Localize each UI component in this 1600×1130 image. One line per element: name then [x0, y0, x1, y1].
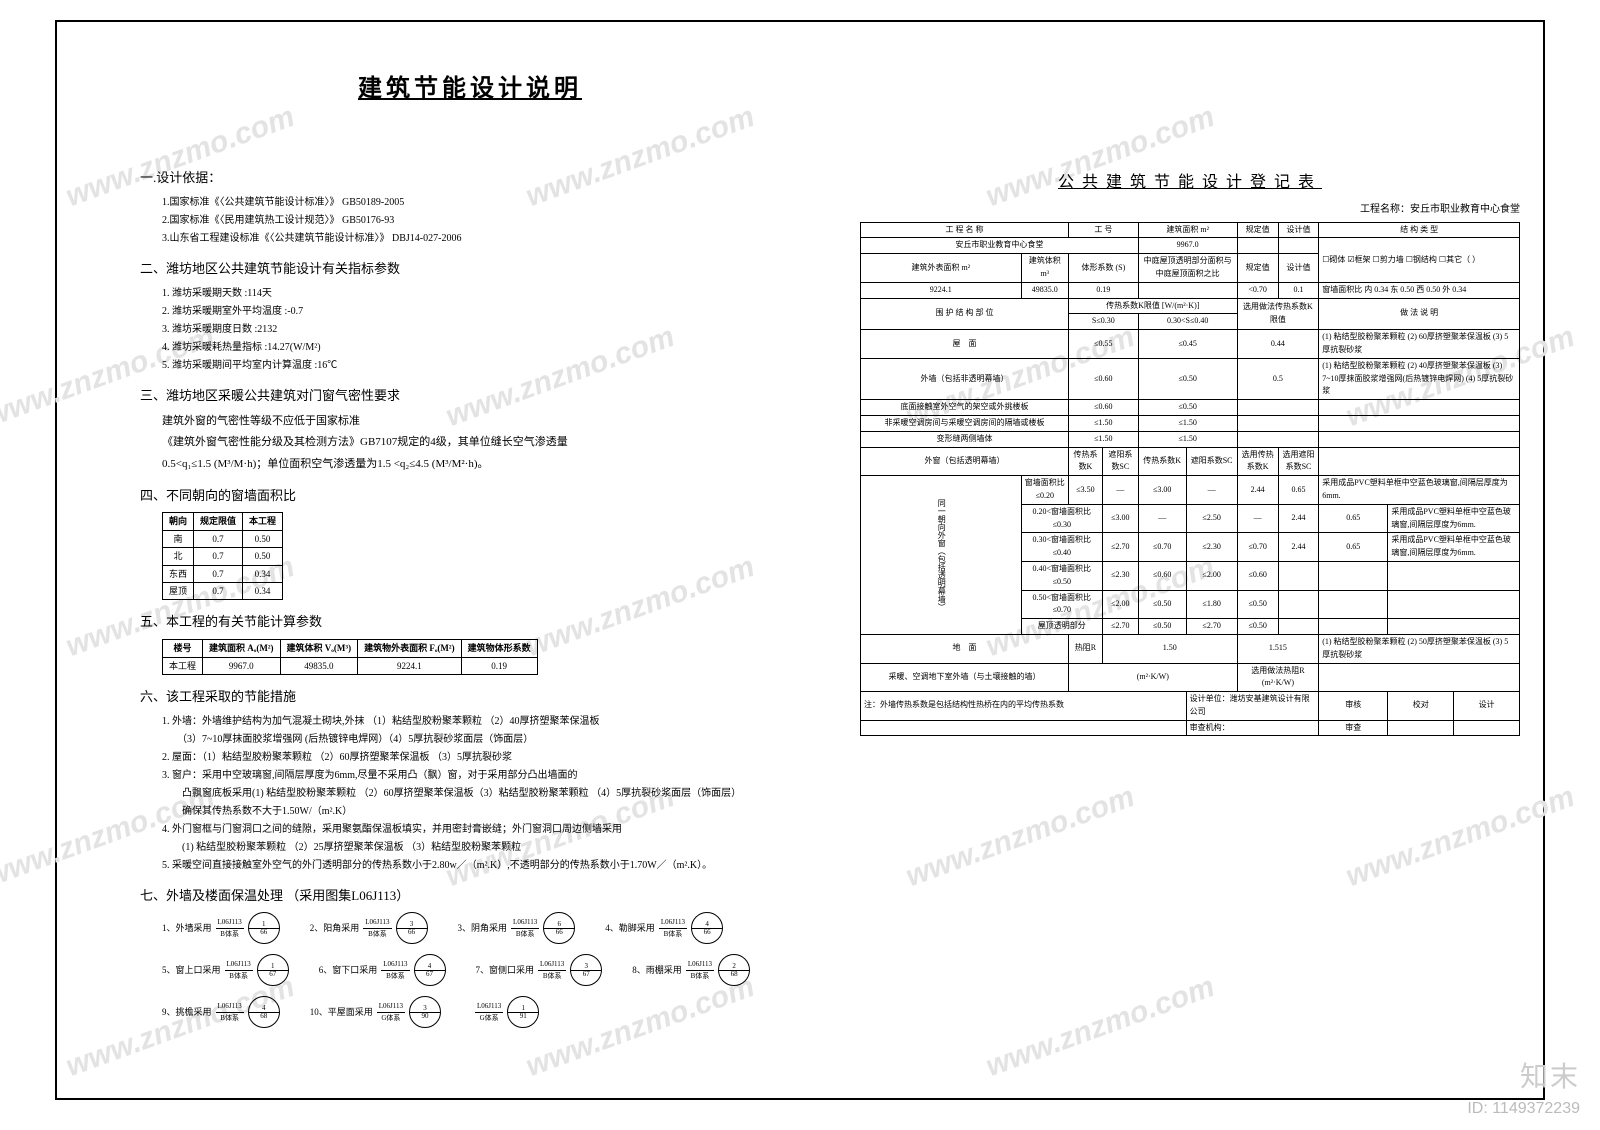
section-4: 四、不同朝向的窗墙面积比 朝向规定限值本工程 南0.70.50 北0.70.50…	[140, 486, 800, 601]
right-column: 公共建筑节能设计登记表 工程名称：安丘市职业教育中心食堂 工 程 名 称 工 号…	[850, 60, 1530, 1060]
subhead: 《建筑外窗气密性能分级及其检测方法》GB7107规定的4级，其单位缝长空气渗透量	[162, 434, 800, 452]
detail-ref: L06J113G体系191	[471, 996, 539, 1028]
list-item: (1) 粘结型胶粉聚苯颗粒 （2）25厚挤塑聚苯保温板 （3）粘结型胶粉聚苯颗粒	[162, 840, 800, 856]
list-item: 3.山东省工程建设标准《〈公共建筑节能设计标准〉》 DBJ14-027-2006	[162, 231, 800, 247]
list-item: 5. 采暖空间直接接触室外空气的外门透明部分的传热系数小于2.80w／（m².K…	[162, 858, 800, 874]
detail-ref: 1、外墙采用L06J113B体系166	[162, 912, 280, 944]
section-head: 二、潍坊地区公共建筑节能设计有关指标参数	[140, 259, 800, 280]
section-head: 七、外墙及楼面保温处理 （采用图集L06J113）	[140, 886, 800, 907]
list-item: 1. 潍坊采暖期天数 :114天	[162, 286, 800, 302]
list-item: 1. 外墙：外墙维护结构为加气混凝土砌块,外抹 （1）粘结型胶粉聚苯颗粒 （2）…	[162, 714, 800, 730]
document-canvas: www.znzmo.com www.znzmo.com www.znzmo.co…	[0, 0, 1600, 1130]
param-table: 楼号建筑面积 Aₒ(M²)建筑体积 Vₒ(M³)建筑物外表面积 Fₒ(M²)建筑…	[162, 639, 538, 675]
detail-ref: 9、挑檐采用L06J113B体系468	[162, 996, 280, 1028]
list-item: 凸飘窗底板采用(1) 粘结型胶粉聚苯颗粒 （2）60厚挤塑聚苯保温板（3）粘结型…	[162, 786, 800, 802]
list-item: 3. 潍坊采暖期度日数 :2132	[162, 322, 800, 338]
section-5: 五、本工程的有关节能计算参数 楼号建筑面积 Aₒ(M²)建筑体积 Vₒ(M³)建…	[140, 612, 800, 675]
list-item: 3. 窗户：采用中空玻璃窗,间隔层厚度为6mm,尽量不采用凸（飘）窗，对于采用部…	[162, 768, 800, 784]
list-item: 5. 潍坊采暖期间平均室内计算温度 :16℃	[162, 358, 800, 374]
section-head: 一.设计依据：	[140, 168, 800, 189]
registry-title: 公共建筑节能设计登记表	[860, 170, 1520, 196]
detail-ref: 6、窗下口采用L06J113B体系467	[319, 954, 446, 986]
list-item: 4. 外门窗框与门窗洞口之间的缝隙，采用聚氨酯保温板填实，并用密封膏嵌缝；外门窗…	[162, 822, 800, 838]
table-row: 底面接触室外空气的架空或外挑楼板≤0.60≤0.50	[861, 400, 1520, 416]
list-item: 2.国家标准《〈民用建筑热工设计规范〉》 GB50176-93	[162, 213, 800, 229]
list-item: 1.国家标准《〈公共建筑节能设计标准〉》 GB50189-2005	[162, 195, 800, 211]
detail-ref: 3、阴角采用L06J113B体系666	[458, 912, 576, 944]
list-item: （3）7~10厚抹面胶浆增强网 (后热镀锌电焊网）（4）5厚抗裂砂浆面层（饰面层…	[162, 732, 800, 748]
section-2: 二、潍坊地区公共建筑节能设计有关指标参数 1. 潍坊采暖期天数 :114天 2.…	[140, 259, 800, 374]
detail-ref: 4、勒脚采用L06J113B体系466	[605, 912, 723, 944]
section-head: 三、潍坊地区采暖公共建筑对门窗气密性要求	[140, 386, 800, 407]
watermark-logo: 知末	[1520, 1055, 1580, 1095]
table-row: 外墙（包括非透明幕墙）≤0.60≤0.500.5(1) 粘结型胶粉聚苯颗粒 (2…	[861, 358, 1520, 399]
table-row: 非采暖空调房间与采暖空调房间的隔墙或楼板≤1.50≤1.50	[861, 415, 1520, 431]
section-head: 六、该工程采取的节能措施	[140, 687, 800, 708]
detail-ref: 8、雨棚采用L06J113B体系268	[632, 954, 750, 986]
detail-ref: 2、阳角采用L06J113B体系366	[310, 912, 428, 944]
project-name: 工程名称：安丘市职业教育中心食堂	[860, 202, 1520, 218]
list-item: 2. 屋面：（1）粘结型胶粉聚苯颗粒 （2）60厚挤塑聚苯保温板 （3）5厚抗裂…	[162, 750, 800, 766]
detail-ref: 7、窗侧口采用L06J113B体系367	[476, 954, 603, 986]
list-item: 确保其传热系数不大于1.50W/（m².K）	[162, 804, 800, 820]
left-column: 建筑节能设计说明 一.设计依据： 1.国家标准《〈公共建筑节能设计标准〉》 GB…	[130, 60, 810, 1060]
section-6: 六、该工程采取的节能措施 1. 外墙：外墙维护结构为加气混凝土砌块,外抹 （1）…	[140, 687, 800, 874]
section-7: 七、外墙及楼面保温处理 （采用图集L06J113） 1、外墙采用L06J113B…	[140, 886, 800, 1029]
detail-refs: 1、外墙采用L06J113B体系166 2、阳角采用L06J113B体系366 3、…	[140, 912, 800, 1028]
section-head: 五、本工程的有关节能计算参数	[140, 612, 800, 633]
table-row: 同一朝向外窗（包括透明幕墙）窗墙面积比≤0.20≤3.50—≤3.00—2.44…	[861, 476, 1520, 505]
detail-ref: 10、平屋面采用L06J113G体系390	[310, 996, 441, 1028]
table-row: 变形缝两侧墙体≤1.50≤1.50	[861, 431, 1520, 447]
detail-ref: 5、窗上口采用L06J113B体系167	[162, 954, 289, 986]
ratio-table: 朝向规定限值本工程 南0.70.50 北0.70.50 东西0.70.34 屋顶…	[162, 512, 283, 600]
section-1: 一.设计依据： 1.国家标准《〈公共建筑节能设计标准〉》 GB50189-200…	[140, 168, 800, 247]
section-head: 四、不同朝向的窗墙面积比	[140, 486, 800, 507]
list-item: 4. 潍坊采暖耗热量指标 :14.27(W/M²)	[162, 340, 800, 356]
main-title: 建筑节能设计说明	[140, 70, 800, 108]
table-row: 屋 面≤0.55≤0.450.44(1) 粘结型胶粉聚苯颗粒 (2) 60厚挤塑…	[861, 330, 1520, 359]
list-item: 2. 潍坊采暖期室外平均温度 :-0.7	[162, 304, 800, 320]
registry-table: 工 程 名 称 工 号 建筑面积 m² 规定值 设计值 结 构 类 型 安丘市职…	[860, 222, 1520, 737]
watermark-id: ID: 1149372239	[1467, 1100, 1580, 1118]
subhead: 建筑外窗的气密性等级不应低于国家标准	[162, 413, 800, 431]
formula-text: 0.5<q₁≤1.5 (M³/M·h)；单位面积空气渗透量为1.5 <q₂≤4.…	[162, 456, 800, 474]
section-3: 三、潍坊地区采暖公共建筑对门窗气密性要求 建筑外窗的气密性等级不应低于国家标准 …	[140, 386, 800, 474]
